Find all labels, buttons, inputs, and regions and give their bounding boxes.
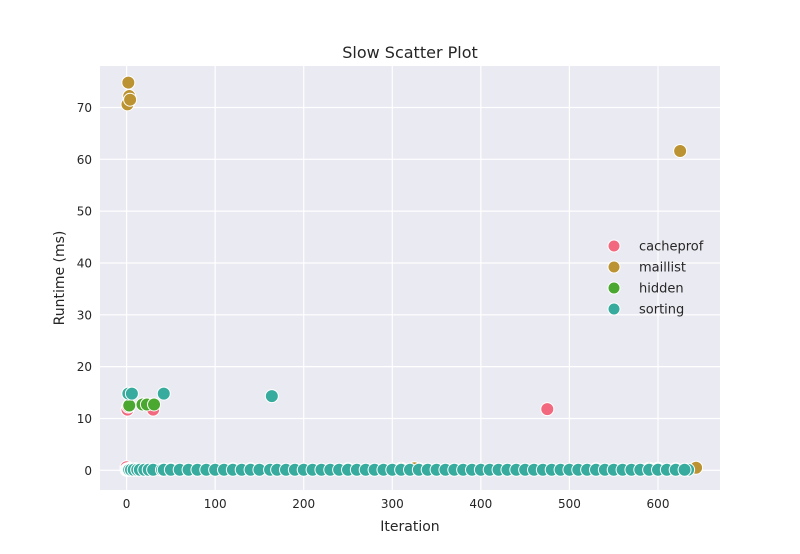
x-tick-label: 400	[469, 497, 492, 511]
y-tick-label: 70	[77, 101, 92, 115]
maillist-point	[673, 144, 688, 159]
sorting-point	[124, 386, 139, 401]
maillist-point	[123, 92, 138, 107]
hidden-point	[147, 397, 162, 412]
x-tick-label: 600	[647, 497, 670, 511]
legend-item-sorting: sorting	[607, 302, 684, 318]
x-tick-label: 500	[558, 497, 581, 511]
legend-label: sorting	[639, 303, 684, 318]
x-tick-label: 200	[292, 497, 315, 511]
legend-marker	[607, 239, 621, 253]
y-tick-label: 60	[77, 153, 92, 167]
data-points	[119, 75, 704, 477]
gridlines	[100, 66, 720, 490]
x-axis-ticks: 0 100 200 300 400 500 600	[123, 497, 670, 511]
chart-title: Slow Scatter Plot	[342, 43, 478, 62]
cacheprof-point	[540, 402, 555, 417]
hidden-point	[122, 398, 137, 413]
x-tick-label: 100	[204, 497, 227, 511]
y-axis-label: Runtime (ms)	[52, 231, 68, 326]
legend-item-cacheprof: cacheprof	[607, 239, 704, 255]
y-tick-label: 20	[77, 360, 92, 374]
y-tick-label: 10	[77, 412, 92, 426]
plot-area	[100, 66, 720, 490]
legend-marker	[607, 281, 621, 295]
y-axis-ticks: 0 10 20 30 40 50 60 70	[77, 101, 92, 478]
sorting-point	[264, 389, 279, 404]
legend-marker	[607, 260, 621, 274]
sorting-point	[677, 462, 692, 477]
legend-marker	[607, 302, 621, 316]
x-tick-label: 0	[123, 497, 131, 511]
y-tick-label: 0	[84, 464, 92, 478]
maillist-point	[121, 75, 136, 90]
y-tick-label: 50	[77, 205, 92, 219]
legend-label: hidden	[639, 282, 684, 297]
x-tick-label: 300	[381, 497, 404, 511]
legend-item-hidden: hidden	[607, 281, 684, 297]
legend-label: cacheprof	[639, 240, 704, 255]
y-tick-label: 40	[77, 256, 92, 270]
legend-item-maillist: maillist	[607, 260, 686, 276]
sorting-point	[156, 386, 171, 401]
legend-label: maillist	[639, 261, 686, 276]
y-tick-label: 30	[77, 308, 92, 322]
legend: cacheprof maillist hidden sorting	[607, 239, 704, 318]
x-axis-label: Iteration	[380, 519, 439, 535]
